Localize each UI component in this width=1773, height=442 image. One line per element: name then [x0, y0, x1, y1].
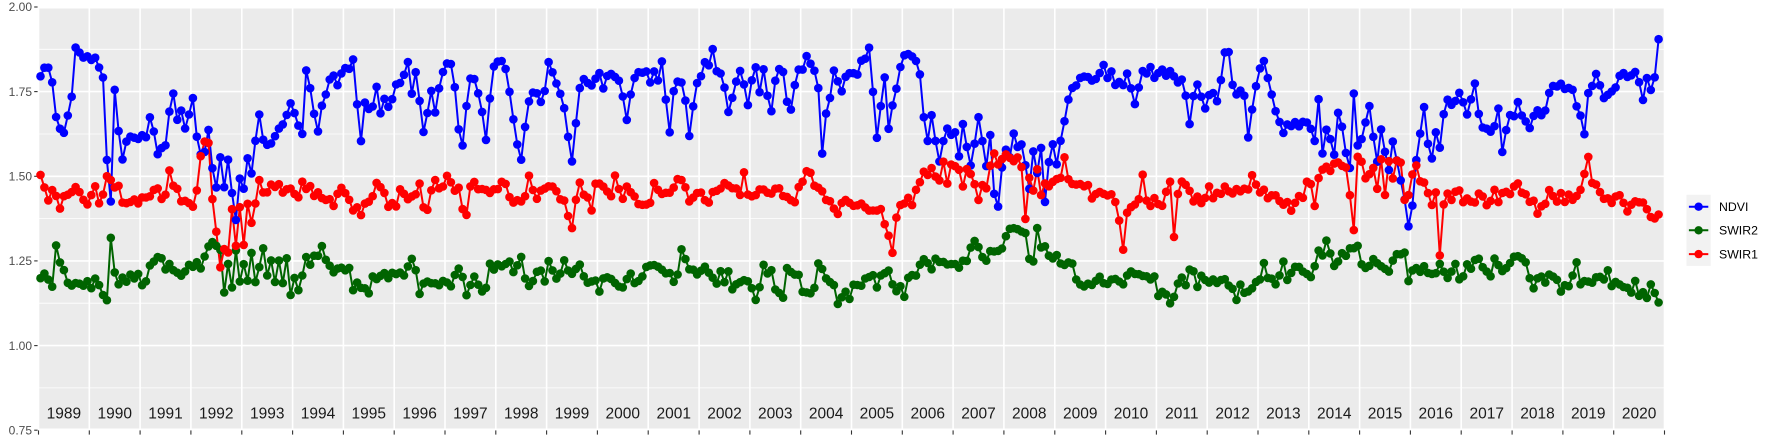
svg-text:2003: 2003 — [758, 406, 792, 423]
svg-text:2019: 2019 — [1571, 406, 1605, 423]
svg-text:2001: 2001 — [656, 406, 690, 423]
svg-text:2000: 2000 — [606, 406, 641, 423]
svg-text:1989: 1989 — [47, 406, 81, 423]
svg-text:2011: 2011 — [1165, 406, 1198, 423]
svg-text:NDVI: NDVI — [1719, 200, 1748, 214]
svg-text:SWIR2: SWIR2 — [1719, 224, 1758, 238]
svg-text:2007: 2007 — [961, 406, 995, 423]
svg-text:2017: 2017 — [1469, 406, 1503, 423]
svg-text:2005: 2005 — [860, 406, 894, 423]
svg-text:1998: 1998 — [504, 406, 538, 423]
svg-text:1993: 1993 — [250, 406, 284, 423]
svg-text:2018: 2018 — [1520, 406, 1554, 423]
svg-text:2009: 2009 — [1063, 406, 1097, 423]
svg-text:1.00: 1.00 — [9, 339, 33, 353]
svg-text:1991: 1991 — [148, 406, 182, 423]
svg-text:1.75: 1.75 — [9, 85, 33, 99]
svg-text:1995: 1995 — [352, 406, 386, 423]
svg-text:2002: 2002 — [707, 406, 741, 423]
svg-text:1.25: 1.25 — [9, 254, 33, 268]
svg-text:2008: 2008 — [1012, 406, 1046, 423]
svg-text:SWIR1: SWIR1 — [1719, 247, 1758, 261]
svg-text:1990: 1990 — [97, 406, 132, 423]
svg-text:2016: 2016 — [1419, 406, 1453, 423]
svg-text:1997: 1997 — [453, 406, 487, 423]
svg-text:2006: 2006 — [910, 406, 944, 423]
svg-text:2004: 2004 — [809, 406, 844, 423]
svg-text:2014: 2014 — [1317, 406, 1352, 423]
svg-text:1994: 1994 — [301, 406, 336, 423]
svg-text:1992: 1992 — [199, 406, 233, 423]
svg-text:2015: 2015 — [1368, 406, 1402, 423]
svg-text:2020: 2020 — [1622, 406, 1657, 423]
svg-text:1999: 1999 — [555, 406, 589, 423]
svg-text:1996: 1996 — [402, 406, 436, 423]
svg-text:1.50: 1.50 — [9, 170, 33, 184]
svg-text:0.75: 0.75 — [9, 423, 33, 437]
svg-text:2012: 2012 — [1215, 406, 1249, 423]
svg-text:2010: 2010 — [1114, 406, 1149, 423]
svg-text:2013: 2013 — [1266, 406, 1300, 423]
svg-text:2.00: 2.00 — [9, 0, 33, 14]
